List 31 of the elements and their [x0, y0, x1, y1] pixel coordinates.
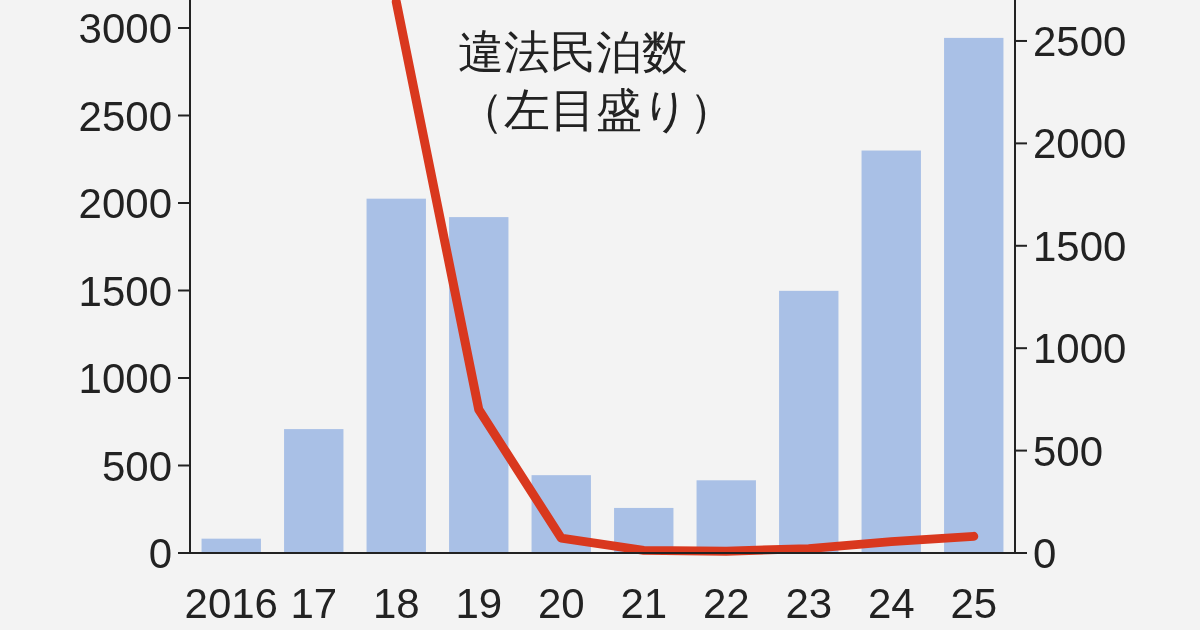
- y-tick-label: 3000: [78, 5, 172, 52]
- x-tick-label: 17: [290, 580, 338, 627]
- x-tick-label: 25: [950, 580, 998, 627]
- y2-tick-label: 1000: [1033, 325, 1127, 373]
- y2-tick-label: 500: [1033, 427, 1104, 475]
- x-tick-label: 20: [537, 580, 585, 627]
- y2-tick-label: 1500: [1033, 222, 1127, 270]
- y-tick-label: 1000: [78, 355, 172, 402]
- x-tick-label: 22: [702, 580, 750, 627]
- bar: [944, 37, 1004, 553]
- y-tick-label: 2500: [78, 92, 172, 140]
- x-tick-label: 19: [455, 580, 503, 627]
- y2-tick-label: 0: [1033, 530, 1057, 577]
- y2-tick-label: 2000: [1033, 120, 1127, 168]
- x-tick-label: 18: [372, 580, 420, 627]
- y-tick-label: 0: [148, 530, 172, 577]
- x-tick-label: 21: [620, 580, 668, 627]
- bar: [284, 429, 344, 553]
- y-tick-label: 500: [101, 442, 172, 490]
- y-tick-label: 2000: [78, 180, 172, 227]
- bar: [779, 290, 839, 553]
- bar: [366, 198, 426, 553]
- x-tick-label: 2016: [184, 580, 278, 627]
- series-label: 違法民泊数（左目盛り）: [458, 26, 735, 136]
- y2-tick-label: 2500: [1033, 17, 1127, 65]
- y-tick-label: 1500: [78, 267, 172, 315]
- bar: [861, 150, 921, 553]
- x-tick-label: 24: [867, 580, 915, 627]
- bar: [449, 217, 509, 553]
- x-tick-label: 23: [785, 580, 833, 627]
- bar: [201, 538, 261, 553]
